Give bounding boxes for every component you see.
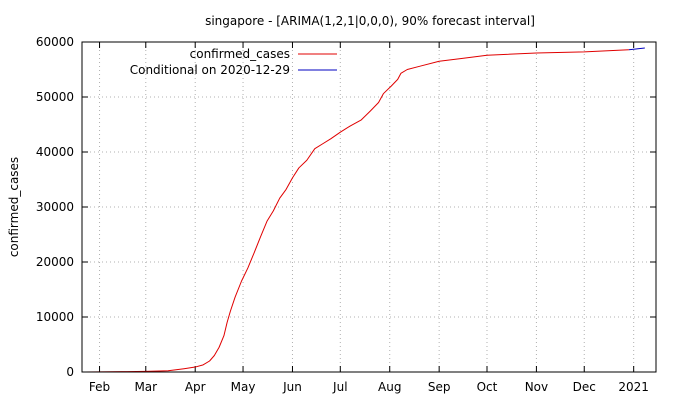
y-tick-label: 20000: [36, 255, 74, 269]
x-tick-label: Jun: [282, 380, 302, 394]
y-tick-label: 60000: [36, 35, 74, 49]
x-tick-label: Oct: [477, 380, 498, 394]
axes: 0 10000 20000 30000 40000 50000 60000 Feb Mar Apr…: [36, 35, 656, 394]
legend-label: confirmed_cases: [190, 47, 290, 61]
x-tick-label: Apr: [185, 380, 206, 394]
x-tick-label: May: [231, 380, 256, 394]
x-tick-label: Nov: [525, 380, 548, 394]
y-tick-label: 30000: [36, 200, 74, 214]
x-tick-label: 2021: [618, 380, 649, 394]
y-tick-label: 10000: [36, 310, 74, 324]
y-tick-label: 0: [66, 365, 74, 379]
grid-lines: [82, 42, 656, 372]
y-tick-label: 40000: [36, 145, 74, 159]
legend-label: Conditional on 2020-12-29: [130, 63, 290, 77]
plot-frame: [81, 41, 657, 373]
x-tick-label: Jul: [332, 380, 347, 394]
chart-title: singapore - [ARIMA(1,2,1|0,0,0), 90% for…: [205, 14, 535, 28]
x-tick-label: Dec: [573, 380, 596, 394]
y-tick-label: 50000: [36, 90, 74, 104]
x-tick-label: Mar: [134, 380, 157, 394]
series-line-1: [628, 47, 645, 51]
x-tick-label: Feb: [89, 380, 110, 394]
series-line-0: [85, 49, 629, 373]
series-layer: [85, 47, 645, 373]
legend: confirmed_cases Conditional on 2020-12-29: [130, 47, 337, 77]
y-axis-label: confirmed_cases: [7, 157, 21, 257]
x-tick-label: Sep: [428, 380, 451, 394]
x-tick-label: Aug: [378, 380, 401, 394]
